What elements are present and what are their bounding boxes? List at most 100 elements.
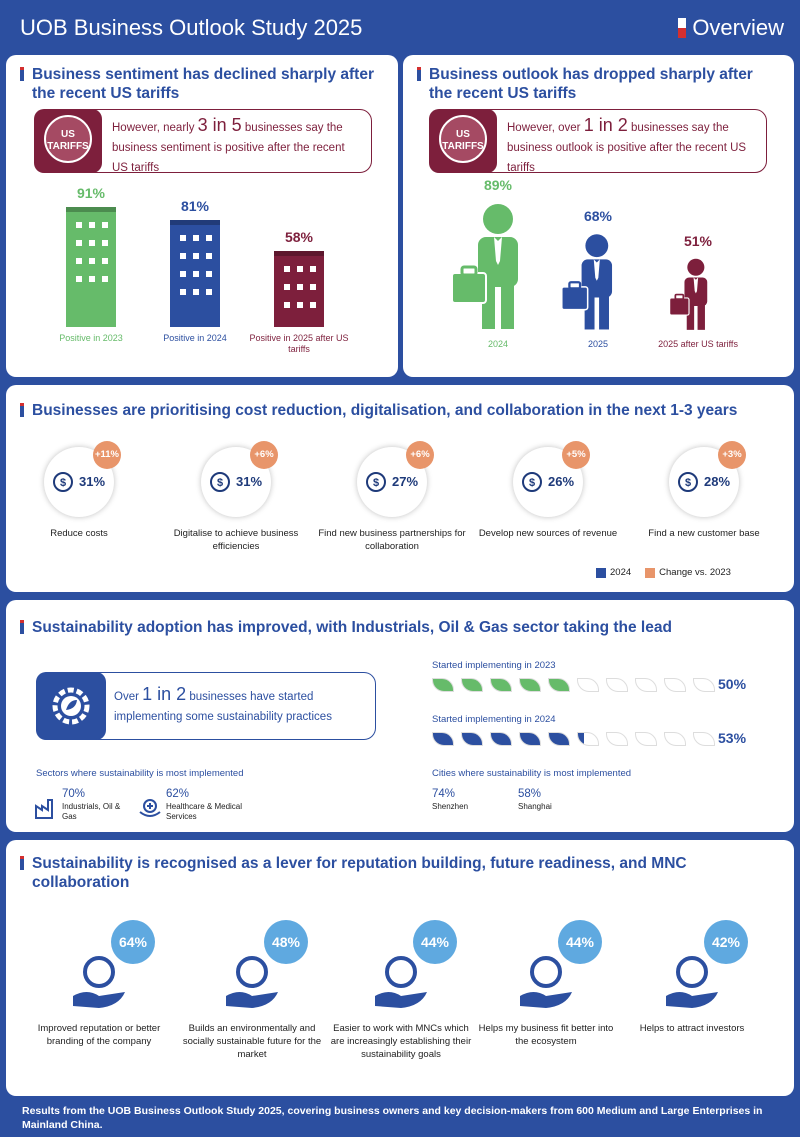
legend-change: Change vs. 2023 (645, 567, 731, 578)
leaf-icon (490, 678, 512, 692)
leaf-icon (693, 732, 715, 746)
window (89, 258, 95, 264)
window (206, 235, 212, 241)
priority-pct-3: 27% (392, 474, 419, 489)
priorities-title: Businesses are prioritising cost reducti… (20, 401, 780, 420)
window (102, 222, 108, 228)
building-icon (375, 956, 427, 1008)
window (102, 240, 108, 246)
legend-swatch-2024 (596, 567, 606, 578)
overview-label: Overview (678, 15, 784, 41)
lever-label-3: Easier to work with MNCs which are incre… (330, 1023, 472, 1060)
sentiment-card: Business sentiment has declined sharply … (6, 55, 398, 377)
priority-pct-5: 28% (704, 474, 731, 489)
priority-change-5: +3% (718, 441, 746, 469)
flag-icon (678, 18, 687, 38)
outlook-pct-1: 89% (483, 177, 513, 193)
sentiment-callout (66, 109, 372, 173)
overview-text: Overview (692, 15, 784, 40)
leaf-icon (519, 678, 541, 692)
sentiment-label-3: Positive in 2025 after US tariffs (249, 333, 349, 354)
window (310, 266, 316, 272)
legend-change-label: Change vs. 2023 (659, 567, 731, 578)
priority-label-4: Develop new sources of revenue (478, 528, 618, 539)
sector-2-pct: 62% (166, 788, 190, 800)
leaf-icon (664, 678, 686, 692)
leaf-icon (635, 732, 657, 746)
priority-change-1: +11% (93, 441, 121, 469)
person-icon-1 (451, 204, 518, 329)
window (193, 253, 199, 259)
lever-pct-1: 64% (111, 920, 155, 964)
footer-note: Results from the UOB Business Outlook St… (22, 1105, 763, 1131)
sectors-title: Sectors where sustainability is most imp… (36, 768, 244, 779)
callout-post: businesses say the business sentiment is… (112, 122, 345, 174)
outlook-label-3: 2025 after US tariffs (658, 339, 738, 349)
priority-label-3: Find new business partnerships for colla… (318, 528, 466, 552)
person-icon-3 (669, 258, 708, 330)
award-hand-icon (73, 956, 125, 1008)
priority-label-1: Reduce costs (50, 528, 108, 539)
leaf-icon (519, 732, 541, 746)
leaf-icon (606, 678, 628, 692)
window (180, 253, 186, 259)
priorities-card: Businesses are prioritising cost reducti… (6, 385, 794, 592)
adopt-post: businesses have started implementing som… (114, 691, 332, 723)
legend-swatch-change (645, 567, 656, 578)
leaf-icon (664, 732, 686, 746)
adopt-big: 1 in 2 (142, 684, 187, 704)
lever-label-2: Builds an environmentally and socially s… (182, 1023, 322, 1060)
leaf-row-label-2: Started implementing in 2024 (432, 714, 556, 725)
leaf-icon (693, 678, 715, 692)
window (206, 253, 212, 259)
window (297, 302, 303, 308)
lever-label-5: Helps to attract investors (639, 1023, 745, 1034)
window (180, 289, 186, 295)
medical-icon (139, 799, 161, 817)
lever-pct-5: 42% (704, 920, 748, 964)
adoption-callout-text: Over 1 in 2 businesses have started impl… (114, 684, 364, 727)
window (193, 289, 199, 295)
priority-pct-4: 26% (548, 474, 575, 489)
lever-pct-2: 48% (264, 920, 308, 964)
window (310, 302, 316, 308)
priority-change-3: +6% (406, 441, 434, 469)
sentiment-pct-1: 91% (76, 185, 106, 201)
leaf-icon (461, 678, 483, 692)
priority-pct-1: 31% (79, 474, 106, 489)
us-tariffs-text: US TARIFFS (44, 115, 92, 163)
outlook-label-2: 2025 (587, 339, 609, 349)
sector-2-label: Healthcare & Medical Services (166, 802, 243, 821)
outlook-title: Business outlook has dropped sharply aft… (417, 65, 777, 103)
people-icon: $ (678, 472, 698, 492)
us-tariffs-text-2: US TARIFFS (439, 115, 487, 163)
lever-label-4: Helps my business fit better into the ec… (478, 1023, 614, 1047)
sector-1-pct: 70% (62, 788, 86, 800)
window (89, 222, 95, 228)
outlook-callout-text: However, over 1 in 2 businesses say the … (507, 115, 757, 178)
gear-leaf-icon (52, 687, 90, 725)
priority-change-4: +5% (562, 441, 590, 469)
leaf-icon (548, 678, 570, 692)
legend-2024: 2024 (596, 567, 631, 578)
leaf-icon (432, 678, 454, 692)
window (89, 240, 95, 246)
window (180, 271, 186, 277)
window (284, 284, 290, 290)
window (193, 271, 199, 277)
gear-leaf-badge (36, 672, 106, 740)
globe-hand-icon (520, 956, 572, 1008)
priority-change-2: +6% (250, 441, 278, 469)
sentiment-bar-3 (274, 251, 324, 327)
window (297, 266, 303, 272)
lever-card: Sustainability is recognised as a lever … (6, 840, 794, 1096)
us-tariffs-badge-2: US TARIFFS (429, 109, 497, 173)
leaf-row-pct-1: 50% (718, 676, 747, 692)
leaf-icon (548, 732, 570, 746)
svg-text:$: $ (685, 477, 691, 489)
adoption-card: Sustainability adoption has improved, wi… (6, 600, 794, 832)
window (76, 222, 82, 228)
handshake-icon: $ (366, 472, 386, 492)
window (206, 289, 212, 295)
sentiment-pct-2: 81% (180, 198, 210, 214)
